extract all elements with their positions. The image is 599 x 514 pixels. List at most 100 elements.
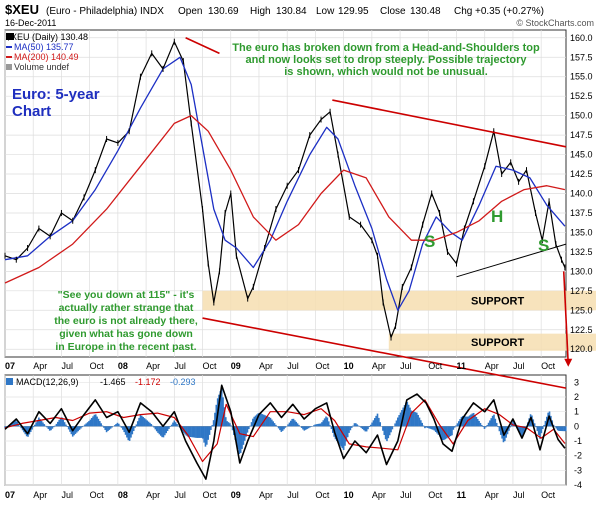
right-shoulder-label: S bbox=[538, 236, 549, 255]
price-tick-label: 140.0 bbox=[570, 189, 593, 199]
macd-tick-label: -4 bbox=[574, 480, 582, 490]
neckline bbox=[456, 243, 567, 278]
x-axis-ticks: 07 07 Apr Apr Jul Jul Oct Oct 08 08 Apr Apr Jul Jul Oc… bbox=[5, 361, 556, 500]
close-value: 130.48 bbox=[410, 6, 441, 17]
macd-legend-label: MACD(12,26,9) bbox=[16, 377, 79, 387]
price-tick-label: 127.5 bbox=[570, 286, 593, 296]
side-comment-line-5: in Europe in the recent past. bbox=[55, 341, 196, 353]
macd-tick-label: -3 bbox=[574, 465, 582, 475]
macd-x-tick-label: Apr bbox=[485, 490, 499, 500]
lower-channel-line bbox=[202, 317, 567, 389]
price-series bbox=[4, 38, 566, 341]
macd-tick-label: -2 bbox=[574, 451, 582, 461]
macd-x-tick-label: Oct bbox=[90, 490, 105, 500]
side-comment-line-4: given what has gone down bbox=[59, 328, 193, 340]
x-tick-label: 09 bbox=[231, 361, 241, 371]
chart-header: $XEU (Euro - Philadelphia) INDX 16-Dec-2… bbox=[5, 2, 594, 28]
x-tick-label: Oct bbox=[315, 361, 330, 371]
price-tick-label: 150.0 bbox=[570, 111, 593, 121]
upper-channel-line bbox=[185, 37, 220, 55]
legend-price: $XEU (Daily) 130.48 bbox=[6, 32, 88, 42]
macd-x-tick-label: Oct bbox=[541, 490, 556, 500]
x-tick-label: Oct bbox=[428, 361, 443, 371]
macd-series bbox=[4, 384, 567, 480]
macd-x-tick-label: 11 bbox=[457, 490, 467, 500]
macd-x-tick-label: Oct bbox=[315, 490, 330, 500]
projection-arrowhead bbox=[564, 358, 573, 367]
instrument-name: (Euro - Philadelphia) bbox=[46, 6, 137, 17]
series-macd bbox=[4, 384, 566, 480]
price-tick-label: 122.5 bbox=[570, 325, 593, 335]
price-tick-label: 130.0 bbox=[570, 266, 593, 276]
macd-tick-label: 3 bbox=[574, 377, 579, 387]
price-legend: $XEU (Daily) 130.48 MA(50) 135.77 MA(200… bbox=[6, 32, 88, 72]
upper-trend-line bbox=[332, 99, 567, 148]
macd-x-tick-label: 07 bbox=[5, 490, 15, 500]
support-band bbox=[202, 290, 596, 311]
macd-tick-label: 0 bbox=[574, 421, 579, 431]
exchange: INDX bbox=[140, 6, 164, 17]
stockcharts-credit: © StockCharts.com bbox=[516, 18, 594, 28]
legend-swatch-price bbox=[6, 33, 14, 40]
x-tick-label: Oct bbox=[541, 361, 556, 371]
series-macd-signal bbox=[4, 399, 566, 463]
macd-x-tick-label: Apr bbox=[372, 490, 386, 500]
chg-label: Chg bbox=[454, 6, 472, 17]
macd-tick-label: 2 bbox=[574, 392, 579, 402]
high-label: High bbox=[250, 6, 271, 17]
series-ma-200- bbox=[4, 114, 566, 284]
price-tick-label: 137.5 bbox=[570, 208, 593, 218]
macd-legend: MACD(12,26,9) -1.465 -1.172 -0.293 bbox=[6, 377, 196, 387]
price-tick-label: 155.0 bbox=[570, 72, 593, 82]
x-tick-label: 07 bbox=[5, 361, 15, 371]
x-tick-label: 11 bbox=[457, 361, 467, 371]
macd-legend-value-1: -1.465 bbox=[100, 377, 126, 387]
price-tick-label: 147.5 bbox=[570, 130, 593, 140]
price-tick-label: 145.0 bbox=[570, 150, 593, 160]
chart-title-line-2: Chart bbox=[12, 103, 51, 120]
macd-tick-label: 1 bbox=[574, 407, 579, 417]
macd-x-tick-label: Jul bbox=[513, 490, 525, 500]
macd-x-tick-label: Oct bbox=[428, 490, 443, 500]
macd-x-tick-label: 10 bbox=[344, 490, 354, 500]
x-tick-label: Oct bbox=[203, 361, 218, 371]
macd-x-tick-label: Jul bbox=[61, 490, 73, 500]
price-tick-label: 132.5 bbox=[570, 247, 593, 257]
trend-lines bbox=[185, 37, 573, 389]
main-comment-line-1: The euro has broken down from a Head-and… bbox=[232, 42, 540, 54]
x-tick-label: Jul bbox=[513, 361, 525, 371]
x-tick-label: Apr bbox=[33, 361, 47, 371]
x-tick-label: 08 bbox=[118, 361, 128, 371]
side-comment-line-2: actually rather strange that bbox=[59, 302, 194, 314]
head-label: H bbox=[491, 207, 503, 226]
head-and-shoulders-labels: S H S bbox=[424, 207, 549, 255]
macd-tick-label: -1 bbox=[574, 436, 582, 446]
open-label: Open bbox=[178, 6, 202, 17]
chart-title: Euro: 5-year Chart bbox=[12, 86, 100, 120]
low-value: 129.95 bbox=[338, 6, 369, 17]
x-tick-label: Jul bbox=[287, 361, 299, 371]
macd-panel bbox=[4, 374, 567, 486]
price-tick-label: 152.5 bbox=[570, 91, 593, 101]
chart-title-line-1: Euro: 5-year bbox=[12, 86, 100, 103]
x-tick-label: Apr bbox=[372, 361, 386, 371]
main-comment: The euro has broken down from a Head-and… bbox=[232, 42, 540, 78]
x-tick-label: Apr bbox=[146, 361, 160, 371]
macd-x-tick-label: Jul bbox=[287, 490, 299, 500]
support-label: SUPPORT bbox=[471, 337, 524, 349]
legend-ma200: MA(200) 140.49 bbox=[14, 52, 79, 62]
macd-x-tick-label: 08 bbox=[118, 490, 128, 500]
support-label: SUPPORT bbox=[471, 296, 524, 308]
macd-x-tick-label: Jul bbox=[400, 490, 412, 500]
y-axis-ticks: 160.0 157.5 155.0 152.5 150.0 147.5 145.0 142.5… bbox=[570, 33, 593, 354]
main-comment-line-2: and now looks set to drop steeply. Possi… bbox=[246, 54, 528, 66]
macd-x-tick-label: Apr bbox=[146, 490, 160, 500]
x-tick-label: Jul bbox=[174, 361, 186, 371]
side-comment: "See you down at 115" - it's actually ra… bbox=[54, 289, 198, 353]
open-value: 130.69 bbox=[208, 6, 239, 17]
x-tick-label: Apr bbox=[259, 361, 273, 371]
support-bands: SUPPORT SUPPORT bbox=[202, 290, 596, 351]
macd-legend-value-3: -0.293 bbox=[170, 377, 196, 387]
legend-ma50: MA(50) 135.77 bbox=[14, 42, 74, 52]
